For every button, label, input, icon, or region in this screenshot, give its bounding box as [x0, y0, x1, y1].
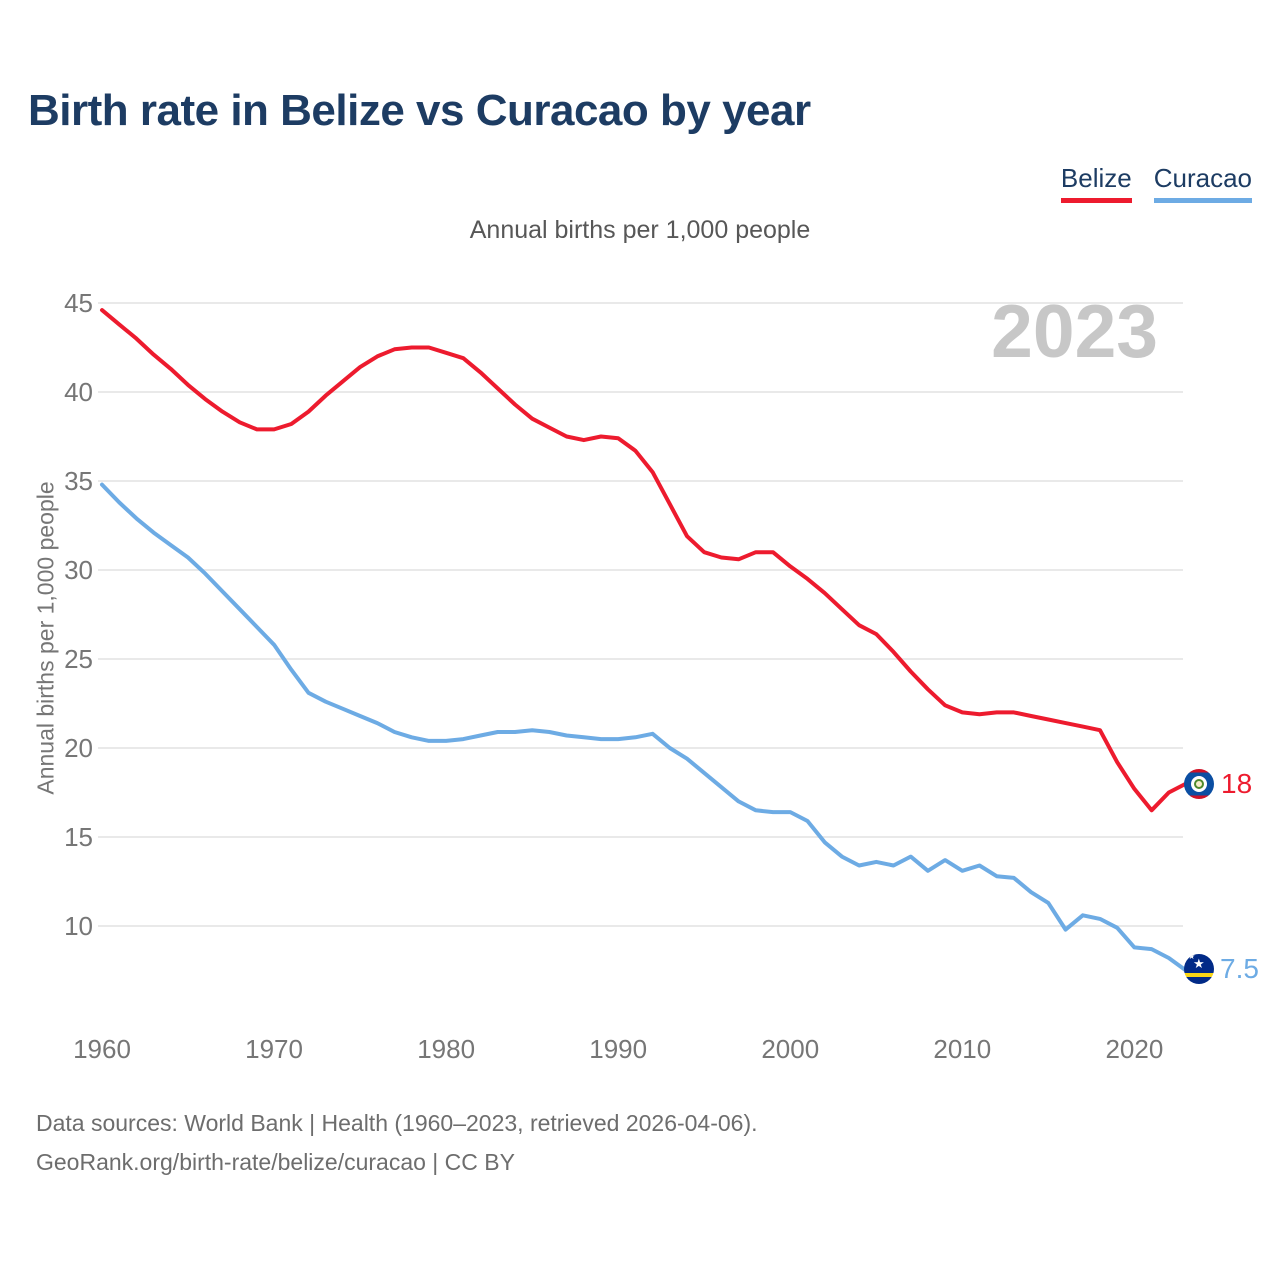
y-tick-label: 10 — [64, 911, 93, 941]
x-tick-label: 1970 — [245, 1034, 303, 1064]
y-tick-label: 40 — [64, 377, 93, 407]
belize-flag-icon — [1184, 769, 1214, 799]
x-tick-label: 1960 — [73, 1034, 131, 1064]
y-tick-label: 45 — [64, 288, 93, 318]
curacao-flag-icon — [1184, 954, 1214, 984]
x-tick-label: 1980 — [417, 1034, 475, 1064]
y-tick-label: 30 — [64, 555, 93, 585]
legend: Belize Curacao — [1060, 163, 1252, 203]
y-tick-label: 35 — [64, 466, 93, 496]
curacao-line[interactable] — [100, 482, 1188, 973]
footer-sources: Data sources: World Bank | Health (1960–… — [36, 1110, 758, 1136]
belize-end-value: 18 — [1221, 768, 1253, 799]
legend-label-belize: Belize — [1060, 163, 1132, 193]
belize-line[interactable] — [100, 308, 1188, 813]
y-tick-label: 25 — [64, 644, 93, 674]
legend-underline-belize — [1060, 198, 1132, 203]
x-tick-label: 2000 — [761, 1034, 819, 1064]
y-tick-label: 20 — [64, 733, 93, 763]
y-tick-label: 15 — [64, 822, 93, 852]
x-tick-label: 2010 — [933, 1034, 991, 1064]
footer: Data sources: World Bank | Health (1960–… — [36, 1104, 758, 1182]
curacao-end-value: 7.5 — [1220, 953, 1259, 984]
page-title: Birth rate in Belize vs Curacao by year — [28, 86, 811, 135]
footer-attribution: GeoRank.org/birth-rate/belize/curacao | … — [36, 1149, 515, 1175]
year-watermark: 2023 — [991, 289, 1158, 373]
x-tick-label: 2020 — [1105, 1034, 1163, 1064]
legend-item-belize[interactable]: Belize — [1060, 163, 1132, 203]
legend-underline-curacao — [1153, 198, 1252, 203]
x-tick-label: 1990 — [589, 1034, 647, 1064]
legend-label-curacao: Curacao — [1153, 163, 1252, 193]
chart-subtitle: Annual births per 1,000 people — [469, 216, 811, 244]
legend-item-curacao[interactable]: Curacao — [1153, 163, 1252, 203]
